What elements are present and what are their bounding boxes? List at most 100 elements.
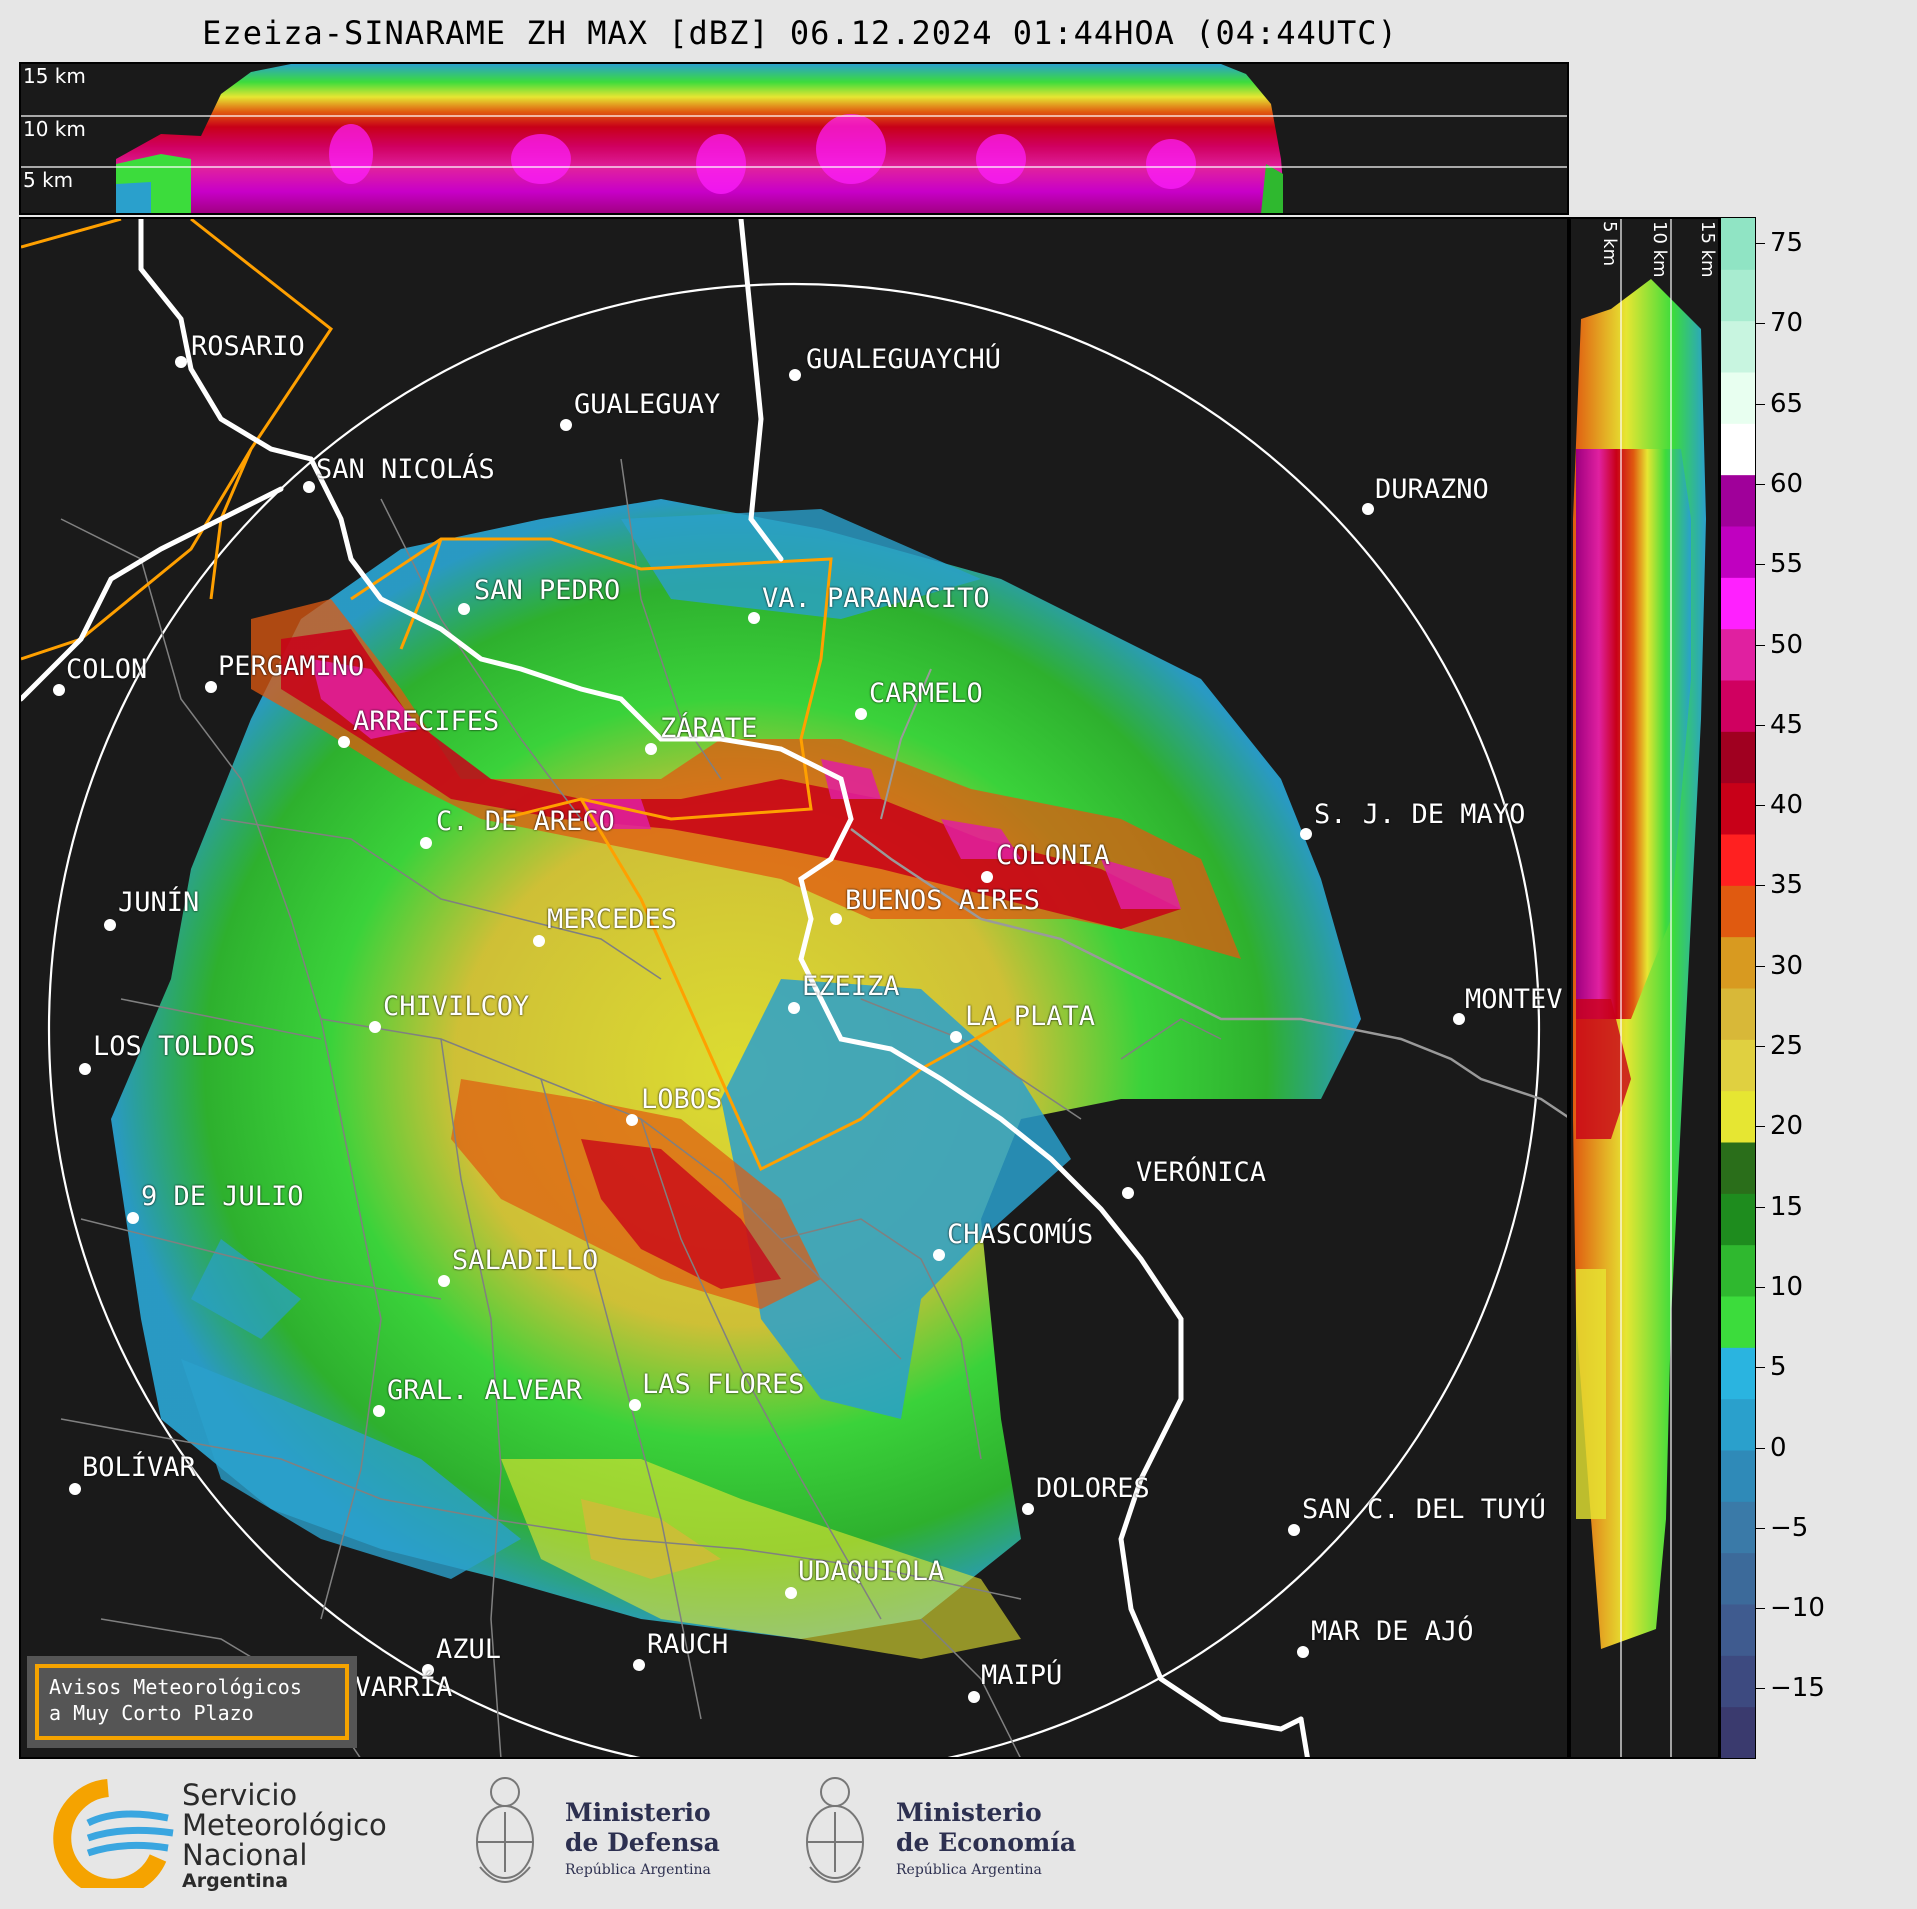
city-dot-la-plata [950, 1031, 962, 1043]
city-label-chivilcoy: CHIVILCOY [383, 991, 530, 1022]
defensa-subtitle: República Argentina [565, 1862, 711, 1878]
city-label-carmelo: CARMELO [869, 678, 983, 709]
colorbar-tick-label: 25 [1770, 1031, 1804, 1061]
city-label-9-de-julio: 9 DE JULIO [141, 1181, 304, 1212]
city-label-durazno: DURAZNO [1375, 474, 1489, 505]
city-dot-veronica [1122, 1187, 1134, 1199]
smn-line-3: Nacional [182, 1838, 308, 1872]
colorbar-swatch [1721, 1347, 1755, 1400]
colorbar-tick-mark [1756, 1527, 1765, 1529]
colorbar-tick-label: 50 [1770, 629, 1804, 660]
city-dot-pergamino [205, 681, 217, 693]
city-label-rauch: RAUCH [647, 1629, 729, 1660]
colorbar-swatch [1721, 1501, 1755, 1554]
city-dot-carmelo [855, 708, 867, 720]
colorbar-swatch [1721, 885, 1755, 938]
city-label-c-de-areco: C. DE ARECO [436, 806, 615, 837]
economia-line-1: Ministerio [896, 1798, 1042, 1827]
city-label-colonia: COLONIA [996, 840, 1110, 871]
city-label-maipu: MAIPÚ [981, 1660, 1063, 1691]
radar-map: ROSARIO GUALEGUAYCHÚ GUALEGUAY SAN NICOL… [19, 217, 1569, 1759]
city-label-junin: JUNÍN [118, 887, 200, 918]
city-dot-chascomus [933, 1249, 945, 1261]
colorbar-tick-mark [1756, 1206, 1765, 1208]
colorbar-tick-mark [1756, 1447, 1765, 1449]
city-dot-bolivar [69, 1483, 81, 1495]
colorbar-tick-label: 5 [1770, 1352, 1787, 1383]
dbz-colorbar-swatches [1721, 218, 1755, 1759]
colorbar-tick-label: 10 [1770, 1271, 1804, 1302]
colorbar-tick-mark [1756, 965, 1765, 967]
side-height-label-5km: 5 km [1599, 221, 1620, 267]
city-label-gualeguaychu: GUALEGUAYCHÚ [806, 344, 1002, 375]
city-dot-gualeguay [560, 419, 572, 431]
city-label-colon: COLON [66, 654, 148, 685]
city-dot-udaquiola [785, 1587, 797, 1599]
colorbar-tick-label: −5 [1770, 1512, 1809, 1543]
colorbar-tick-mark [1756, 483, 1765, 485]
city-dot-lobos [626, 1114, 638, 1126]
colorbar-tick-mark [1756, 1286, 1765, 1288]
city-dot-azul [422, 1664, 434, 1676]
colorbar-tick-label: 65 [1770, 388, 1804, 419]
colorbar-swatch [1721, 577, 1755, 630]
economia-line-2: de Economía [896, 1828, 1077, 1857]
colorbar-swatch [1721, 1039, 1755, 1092]
argentina-coat-of-arms-icon [476, 1777, 534, 1883]
city-label-mercedes: MERCEDES [547, 904, 678, 935]
city-label-gral-alvear: GRAL. ALVEAR [387, 1375, 583, 1406]
dbz-colorbar [1720, 217, 1756, 1759]
colorbar-swatch [1721, 1706, 1755, 1759]
colorbar-tick-label: 70 [1770, 308, 1804, 339]
city-dot-gral-alvear [373, 1405, 385, 1417]
city-dot-va-paranacito [748, 612, 760, 624]
city-label-zarate: ZÁRATE [660, 713, 758, 744]
colorbar-swatch [1721, 834, 1755, 886]
city-label-las-flores: LAS FLORES [642, 1369, 805, 1400]
smn-line-1: Servicio [182, 1778, 298, 1812]
city-dot-montevideo [1453, 1013, 1465, 1025]
city-label-rosario: ROSARIO [191, 331, 305, 362]
defensa-line-2: de Defensa [565, 1828, 720, 1857]
smn-line-4: Argentina [182, 1870, 289, 1892]
warning-notice[interactable]: Avisos Meteorológicos a Muy Corto Plazo [27, 1656, 357, 1748]
city-dot-junin [104, 919, 116, 931]
colorbar-swatch [1721, 988, 1755, 1040]
colorbar-swatch [1721, 1604, 1755, 1656]
colorbar-tick-mark [1756, 644, 1765, 646]
colorbar-tick-mark [1756, 805, 1765, 807]
city-dot-s-j-de-mayo [1300, 828, 1312, 840]
side-height-label-15km: 15 km [1697, 221, 1718, 278]
city-label-montevideo: MONTEV [1465, 984, 1563, 1015]
colorbar-tick-label: 30 [1770, 950, 1804, 981]
side-profile-echo [1573, 219, 1706, 1757]
colorbar-tick-mark [1756, 1046, 1765, 1047]
argentina-coat-of-arms-icon-2 [806, 1777, 864, 1883]
city-label-azul: AZUL [436, 1634, 502, 1665]
city-label-udaquiola: UDAQUIOLA [798, 1556, 945, 1587]
city-label-bolivar: BOLÍVAR [82, 1452, 196, 1483]
colorbar-tick-label: 0 [1770, 1432, 1787, 1463]
smn-logo: Servicio Meteorológico Nacional Argentin… [40, 1772, 420, 1892]
colorbar-tick-mark [1756, 323, 1765, 325]
colorbar-tick-label: 20 [1770, 1111, 1804, 1142]
colorbar-swatch [1721, 1552, 1755, 1605]
smn-line-2: Meteorológico [182, 1808, 387, 1842]
chart-title: Ezeiza-SINARAME ZH MAX [dBZ] 06.12.2024 … [202, 14, 1398, 52]
city-dot-san-c-del-tuyu [1288, 1524, 1300, 1536]
colorbar-tick-mark [1756, 724, 1765, 726]
city-label-buenos-aires: BUENOS AIRES [845, 885, 1041, 916]
city-label-arrecifes: ARRECIFES [353, 706, 500, 737]
colorbar-tick-mark [1756, 1367, 1765, 1369]
colorbar-swatch [1721, 731, 1755, 784]
colorbar-swatch [1721, 218, 1755, 270]
warning-notice-frame: Avisos Meteorológicos a Muy Corto Plazo [35, 1664, 349, 1740]
colorbar-swatch [1721, 1296, 1755, 1348]
city-label-mar-de-ajo: MAR DE AJÓ [1311, 1616, 1474, 1647]
defensa-line-1: Ministerio [565, 1798, 711, 1827]
colorbar-swatch [1721, 782, 1755, 835]
city-label-san-c-del-tuyu: SAN C. DEL TUYÚ [1302, 1494, 1546, 1525]
city-dot-dolores [1022, 1503, 1034, 1515]
city-label-chascomus: CHASCOMÚS [947, 1219, 1094, 1250]
city-dot-chivilcoy [369, 1021, 381, 1033]
